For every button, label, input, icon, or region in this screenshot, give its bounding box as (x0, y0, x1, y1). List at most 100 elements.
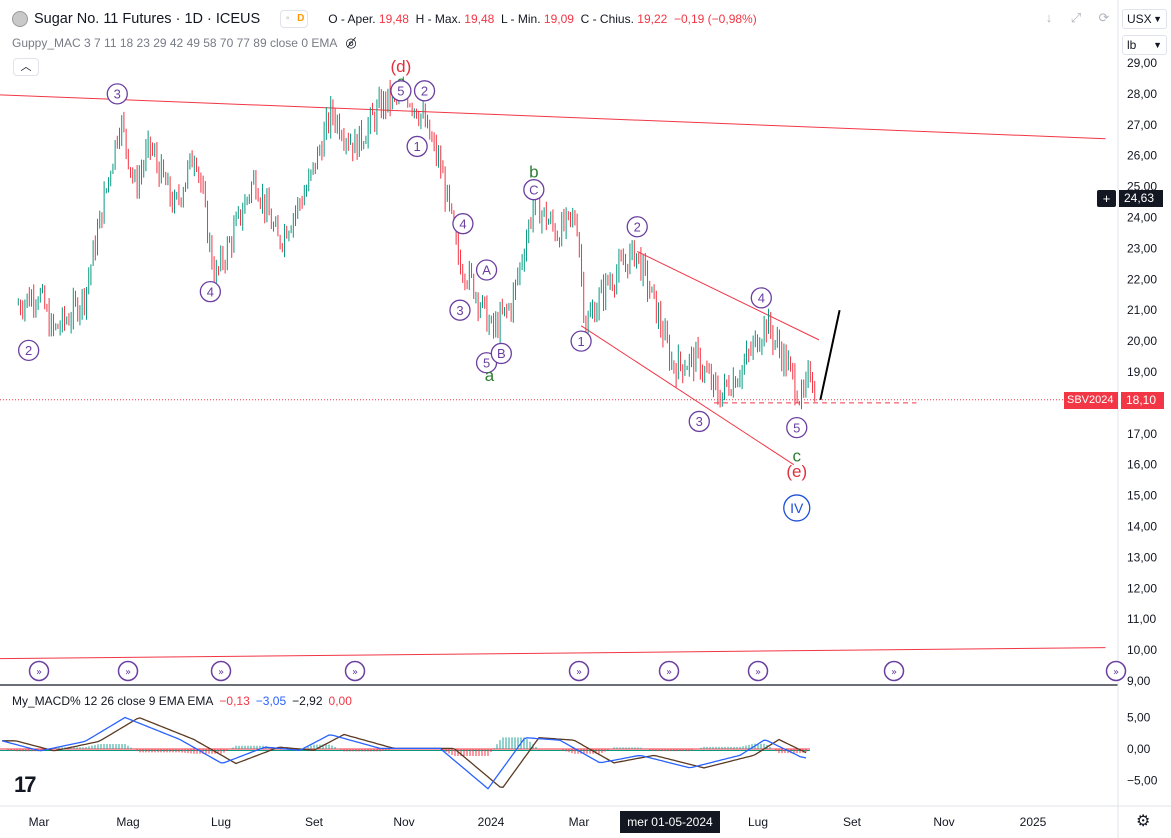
trendline-lower (0, 647, 1106, 660)
time-tick-label: Nov (933, 815, 954, 829)
price-tick-label: 9,00 (1127, 674, 1151, 688)
wave-label-circle (570, 330, 592, 352)
wave-label-circle (626, 216, 648, 238)
price-tick-label: 12,00 (1127, 581, 1157, 595)
time-tick-label: Mar (569, 815, 590, 829)
eye-off-icon[interactable]: ◎̸ (345, 35, 357, 50)
wave-label-circle (783, 494, 811, 522)
wave-label: (d) (391, 57, 412, 76)
wave-label-circle (786, 416, 808, 439)
add-alert-button[interactable]: + (1097, 190, 1116, 207)
chart-header: Sugar No. 11 Futures · 1D · ICEUS ◦ D O … (12, 9, 757, 29)
arrows-icon (28, 660, 50, 682)
symbol-title[interactable]: Sugar No. 11 Futures · 1D · ICEUS (34, 11, 261, 27)
tradingview-logo[interactable]: 17 (14, 772, 37, 797)
price-tick-label: 19,00 (1127, 365, 1157, 379)
wave-label: c (793, 447, 802, 466)
refresh-icon[interactable]: ⟳ (1098, 10, 1110, 25)
wave-label-circle (523, 179, 545, 201)
wave-label: 5 (793, 420, 800, 435)
wave-label: 4 (459, 216, 466, 231)
unit-select[interactable]: lb ▼ (1122, 35, 1167, 55)
fullscreen-icon[interactable]: ⤢ (1070, 10, 1082, 25)
trendline-projection (819, 309, 841, 401)
arrows-icon (883, 660, 905, 682)
price-tick-label: 16,00 (1127, 458, 1157, 472)
price-tick-label: 21,00 (1127, 303, 1157, 317)
arrows-icon-glyph: » (218, 667, 224, 678)
wave-label-circle (406, 135, 428, 158)
symbol-price-label: SBV2024 (1064, 392, 1118, 409)
wave-label: 2 (421, 83, 428, 98)
arrow-down-icon[interactable]: ↓ (1045, 10, 1053, 25)
macd-value-4: 0,00 (328, 694, 352, 708)
delayed-badge: D (297, 13, 305, 24)
arrows-icon-glyph: » (352, 667, 358, 678)
wave-label-circle (413, 80, 436, 102)
macd-legend[interactable]: My_MACD% 12 26 close 9 EMA EMA −0,13 −3,… (12, 694, 352, 708)
macd-value-3: −2,92 (292, 694, 323, 708)
wave-label: 1 (414, 139, 421, 154)
wave-label-circle (688, 410, 710, 433)
guppy-indicator-label: Guppy_MAC 3 7 11 18 23 29 42 49 58 70 77… (12, 36, 338, 50)
crosshair-date-tag: mer 01-05-2024 (620, 811, 720, 833)
arrows-icon (658, 660, 680, 682)
symbol-logo-icon (12, 11, 28, 27)
wave-label: 2 (634, 219, 641, 234)
time-tick-label: Mar (29, 815, 50, 829)
time-tick-label: Mag (116, 815, 139, 829)
session-pill[interactable]: ◦ D (280, 10, 309, 28)
price-tick-label: 22,00 (1127, 272, 1157, 286)
trendline-wedge-top (637, 251, 820, 341)
time-tick-label: Lug (211, 815, 231, 829)
wave-label-circle (750, 287, 772, 309)
wave-label-circle (449, 299, 471, 321)
market-status-icon: ◦ (285, 13, 290, 24)
macd-tick-label: −5,00 (1127, 774, 1158, 788)
guppy-indicator-legend[interactable]: Guppy_MAC 3 7 11 18 23 29 42 49 58 70 77… (12, 35, 357, 51)
price-tick-label: 29,00 (1127, 56, 1157, 70)
wave-label: 3 (696, 414, 703, 429)
macd-value-1: −0,13 (219, 694, 250, 708)
chevron-up-icon[interactable]: ︿ (13, 58, 39, 76)
price-tick-label: 23,00 (1127, 241, 1157, 255)
price-tick-label: 15,00 (1127, 489, 1157, 503)
wave-label: (e) (786, 462, 807, 481)
wave-label: IV (790, 500, 804, 516)
arrows-icon-glyph: » (125, 667, 131, 678)
currency-select[interactable]: USX ▼ (1122, 9, 1167, 29)
price-tick-label: 26,00 (1127, 149, 1157, 163)
price-tick-label: 28,00 (1127, 87, 1157, 101)
price-tick-label: 24,00 (1127, 211, 1157, 225)
time-tick-label: Set (843, 815, 862, 829)
wave-label-circle (390, 80, 412, 102)
wave-label: 4 (207, 284, 214, 299)
trendline-upper (0, 94, 1106, 140)
arrows-icon (344, 660, 366, 682)
last-price-tag: 18,10 (1121, 392, 1164, 409)
wave-label: C (529, 182, 538, 197)
price-tick-label: 13,00 (1127, 550, 1157, 564)
trendline-wedge-bottom (580, 325, 795, 466)
arrows-icon-glyph: » (1113, 667, 1119, 678)
macd-value-2: −3,05 (255, 694, 287, 708)
wave-label: b (529, 162, 538, 181)
wave-label-circle (199, 281, 221, 303)
price-tick-label: 17,00 (1127, 427, 1157, 441)
arrows-icon-glyph: » (576, 667, 582, 678)
wave-label: B (497, 346, 506, 361)
time-tick-label: 2025 (1020, 815, 1047, 829)
wave-label-circle (490, 342, 512, 365)
price-tick-label: 27,00 (1127, 118, 1157, 132)
wave-label: a (485, 366, 495, 385)
macd-signal-line (2, 717, 807, 788)
arrows-icon-glyph: » (755, 667, 761, 678)
arrows-icon (210, 660, 232, 682)
wave-label: 5 (483, 355, 490, 370)
arrows-icon (1105, 660, 1127, 682)
time-tick-label: Lug (748, 815, 768, 829)
gear-icon[interactable]: ⚙ (1136, 813, 1151, 830)
wave-label-circle (106, 83, 128, 105)
wave-label: 4 (758, 291, 765, 306)
